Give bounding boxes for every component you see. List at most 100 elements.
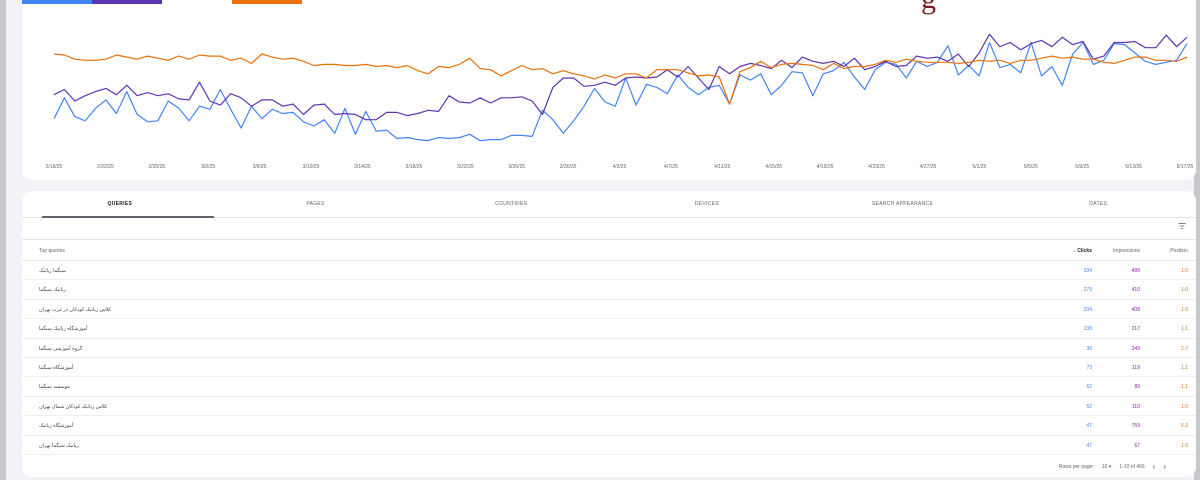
next-page-icon[interactable]: ›: [1163, 462, 1166, 471]
overlay-logo: g: [921, 0, 936, 14]
position-cell: 1.0: [1181, 306, 1188, 313]
dimension-tabs: QUERIES PAGES COUNTRIES DEVICES SEARCH A…: [22, 191, 1196, 218]
metric-legend: [22, 0, 302, 4]
impressions-swatch[interactable]: [92, 0, 162, 4]
col-top-queries[interactable]: Top queries: [39, 248, 65, 254]
table-row[interactable]: کلاس رباتیک کودکان شمال تهران 52 110 1.0: [22, 397, 1196, 417]
x-tick-label: 5/9/25: [1075, 164, 1089, 170]
clicks-cell: 204: [1083, 306, 1092, 313]
x-tick-label: 3/2/25: [201, 164, 215, 170]
x-tick-label: 2/22/25: [97, 164, 114, 170]
position-cell: 5.3: [1181, 423, 1188, 430]
clicks-cell: 62: [1086, 384, 1092, 391]
impressions-cell: 759: [1131, 423, 1140, 430]
clicks-cell: 36: [1086, 345, 1092, 352]
sort-arrow-icon: ↓: [1073, 248, 1078, 254]
report-table-card: QUERIES PAGES COUNTRIES DEVICES SEARCH A…: [22, 191, 1196, 477]
ctr-swatch[interactable]: [162, 0, 232, 4]
x-tick-label: 5/1/25: [972, 164, 986, 170]
clicks-cell: 52: [1086, 403, 1092, 410]
position-cell: 1.1: [1181, 384, 1188, 391]
position-cell: 1.0: [1181, 403, 1188, 410]
x-tick-label: 4/11/25: [714, 164, 731, 170]
impressions-cell: 349: [1131, 345, 1140, 352]
tab-search-appearance[interactable]: SEARCH APPEARANCE: [871, 201, 934, 207]
position-swatch[interactable]: [232, 0, 302, 4]
dropdown-arrow-icon: ▾: [1108, 463, 1112, 470]
table-row[interactable]: گروه آموزشی سیگما 36 349 2.7: [22, 339, 1196, 358]
impressions-cell: 488: [1131, 268, 1140, 274]
rows-per-page-label: Rows per page:: [1058, 463, 1094, 470]
table-row[interactable]: موسسه سیگما 62 89 1.1: [22, 377, 1196, 397]
query-cell: سیگما رباتیک: [39, 268, 66, 274]
tab-countries[interactable]: COUNTRIES: [495, 201, 528, 207]
filter-icon[interactable]: [1178, 222, 1186, 230]
query-cell: موسسه سیگما: [39, 384, 70, 391]
x-tick-label: 4/3/25: [613, 164, 627, 170]
impressions-cell: 408: [1131, 306, 1140, 313]
tab-dates[interactable]: DATES: [1089, 201, 1108, 207]
clicks-cell: 279: [1083, 287, 1092, 294]
table-row[interactable]: کلاس رباتیک کودکان در غرب تهران 204 408 1.0: [22, 300, 1196, 320]
position-cell: 1.0: [1181, 287, 1188, 294]
impressions-cell: 67: [1134, 442, 1140, 449]
x-tick-label: 3/6/25: [253, 164, 267, 170]
col-position[interactable]: Position: [1170, 248, 1188, 254]
x-tick-label: 4/15/25: [765, 164, 782, 170]
query-cell: گروه آموزشی سیگما: [39, 345, 83, 352]
query-cell: آموزشگاه رباتیک: [39, 423, 74, 430]
x-tick-label: 3/30/25: [560, 164, 577, 170]
col-clicks[interactable]: ↓ Clicks: [1052, 248, 1092, 254]
table-row[interactable]: رباتیک سیگما تهران 47 67 1.0: [22, 436, 1196, 455]
position-cell: 1.0: [1181, 442, 1188, 449]
position-cell: 2.7: [1181, 345, 1188, 352]
query-cell: رباتیک سیگما تهران: [39, 442, 79, 449]
clicks-cell: 138: [1083, 326, 1092, 333]
performance-chart: 2/18/25 2/22/25 2/26/25 3/2/25 3/6/25 3/10/25…: [46, 33, 1194, 170]
query-cell: آموزشگاه رباتیک سیگما: [39, 326, 88, 333]
x-tick-label: 4/23/25: [868, 164, 885, 170]
impressions-cell: 89: [1134, 384, 1140, 391]
query-cell: کلاس رباتیک کودکان در غرب تهران: [39, 306, 112, 313]
rows-per-page-select[interactable]: 10 ▾: [1102, 464, 1111, 470]
impressions-cell: 217: [1131, 326, 1140, 333]
table-row[interactable]: آموزشگاه سیگما 73 119 1.1: [22, 358, 1196, 378]
x-tick-label: 2/26/25: [148, 164, 165, 170]
tab-queries[interactable]: QUERIES: [22, 191, 218, 218]
clicks-cell: 47: [1086, 442, 1092, 449]
table-header: Top queries ↓ Clicks Impressions Positio…: [22, 239, 1196, 261]
position-cell: 1.1: [1181, 326, 1188, 333]
x-tick-label: 3/14/25: [354, 164, 371, 170]
query-cell: کلاس رباتیک کودکان شمال تهران: [39, 403, 108, 410]
x-tick-label: 5/5/25: [1024, 164, 1038, 170]
app-frame: 2/18/25 2/22/25 2/26/25 3/2/25 3/6/25 3/10/25…: [6, 0, 1196, 480]
x-tick-label: 4/19/25: [817, 164, 834, 170]
position-cell: 1.1: [1181, 364, 1188, 371]
tab-pages[interactable]: PAGES: [306, 201, 325, 207]
table-row[interactable]: آموزشگاه رباتیک 47 759 5.3: [22, 416, 1196, 436]
performance-chart-card: 2/18/25 2/22/25 2/26/25 3/2/25 3/6/25 3/10/25…: [22, 0, 1196, 180]
x-tick-label: 5/17/25: [1177, 164, 1194, 170]
prev-page-icon[interactable]: ‹: [1152, 462, 1156, 471]
x-tick-label: 3/18/25: [406, 164, 423, 170]
table-row[interactable]: رباتیک سیگما 279 410 1.0: [22, 280, 1196, 300]
table-row[interactable]: سیگما رباتیک 334 488 1.0: [22, 261, 1196, 281]
page-range: 1-10 of 466: [1119, 463, 1145, 470]
clicks-swatch[interactable]: [22, 0, 92, 4]
series-line-0: [53, 41, 1188, 142]
x-tick-label: 3/26/25: [508, 164, 525, 170]
clicks-cell: 73: [1086, 364, 1092, 371]
impressions-cell: 119: [1132, 364, 1140, 371]
pagination: Rows per page: 10 ▾ 1-10 of 466 ‹ ›: [1059, 462, 1166, 471]
series-line-2: [53, 53, 1188, 105]
col-impressions[interactable]: Impressions: [1113, 248, 1140, 254]
x-tick-label: 2/18/25: [46, 164, 63, 170]
tab-devices[interactable]: DEVICES: [694, 201, 719, 207]
table-row[interactable]: آموزشگاه رباتیک سیگما 138 217 1.1: [22, 319, 1196, 339]
position-cell: 1.0: [1181, 268, 1188, 274]
x-tick-label: 3/22/25: [457, 164, 474, 170]
impressions-cell: 110: [1132, 403, 1140, 410]
clicks-cell: 47: [1086, 423, 1092, 430]
table-body: سیگما رباتیک 334 488 1.0 رباتیک سیگما 279 410…: [22, 261, 1196, 455]
impressions-cell: 410: [1131, 287, 1140, 294]
